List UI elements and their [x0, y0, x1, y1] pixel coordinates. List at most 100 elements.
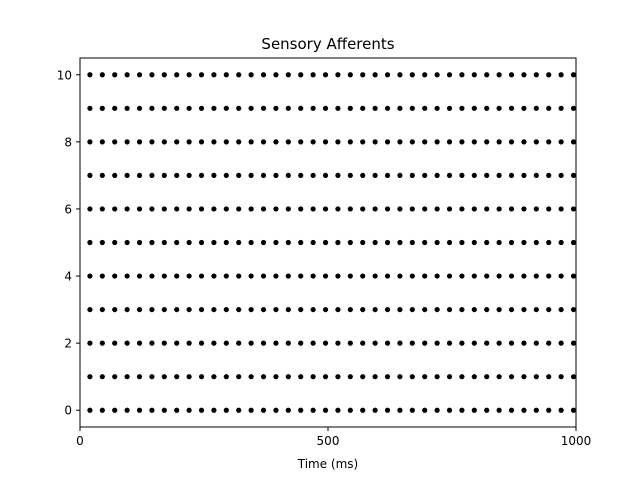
spike-marker [198, 206, 205, 212]
spike-marker [99, 139, 105, 145]
spike-marker [459, 273, 465, 279]
spike-marker [260, 273, 267, 279]
spike-marker [174, 72, 180, 78]
spike-marker [273, 273, 279, 279]
spike-marker [347, 340, 353, 346]
spike-marker [186, 340, 192, 346]
spike-marker [124, 172, 130, 179]
spike-marker [285, 306, 291, 313]
spike-marker [322, 72, 329, 78]
spike-marker [285, 374, 291, 380]
spike-marker [285, 72, 291, 78]
spike-marker [347, 172, 353, 179]
spike-marker [248, 374, 254, 380]
spike-marker [260, 172, 267, 179]
spike-marker [496, 72, 502, 78]
spike-marker [372, 105, 378, 111]
spike-marker [347, 139, 353, 145]
spike-marker [211, 340, 217, 346]
spike-marker [310, 105, 316, 111]
spike-marker [422, 72, 428, 78]
spike-marker [570, 105, 577, 111]
spike-marker [174, 206, 180, 212]
spike-marker [533, 306, 539, 313]
spike-marker [99, 306, 105, 313]
spike-marker [310, 239, 316, 246]
spike-marker [434, 239, 440, 246]
spike-marker [124, 105, 130, 111]
spike-marker [459, 139, 465, 145]
spike-marker [149, 239, 155, 246]
spike-marker [149, 72, 155, 78]
spike-marker [558, 407, 564, 413]
spike-marker [372, 139, 378, 145]
spike-marker [558, 306, 564, 313]
spike-marker [372, 306, 378, 313]
spike-marker [285, 105, 291, 111]
spike-marker [99, 206, 105, 212]
spike-marker [484, 72, 490, 78]
spike-marker [471, 340, 477, 346]
spike-marker [533, 172, 539, 179]
spike-marker [149, 374, 155, 380]
spike-marker [546, 172, 552, 179]
spike-marker [149, 206, 155, 212]
spike-marker [446, 374, 453, 380]
y-tick-label: 6 [64, 202, 72, 216]
spike-marker [459, 105, 465, 111]
spike-marker [223, 374, 229, 380]
spike-marker [186, 239, 192, 246]
spike-marker [434, 340, 440, 346]
spike-marker [236, 273, 242, 279]
spike-marker [285, 206, 291, 212]
spike-marker [397, 139, 403, 145]
spike-marker [558, 139, 564, 145]
spike-marker [211, 72, 217, 78]
spike-marker [347, 273, 353, 279]
spike-marker [99, 72, 105, 78]
spike-marker [409, 306, 415, 313]
spike-marker [124, 139, 130, 145]
spike-marker [198, 239, 205, 246]
spike-marker [174, 340, 180, 346]
spike-marker [273, 206, 279, 212]
spike-marker [87, 407, 93, 413]
spike-marker [87, 72, 93, 78]
spike-marker [248, 407, 254, 413]
spike-marker [112, 172, 118, 179]
spike-marker [397, 306, 403, 313]
spike-marker [508, 407, 515, 413]
spike-marker [174, 105, 180, 111]
spike-marker [136, 139, 143, 145]
spike-marker [273, 306, 279, 313]
spike-marker [558, 374, 564, 380]
spike-marker [372, 72, 378, 78]
spike-marker [422, 340, 428, 346]
spike-marker [446, 273, 453, 279]
spike-marker [161, 407, 167, 413]
spike-marker [508, 340, 515, 346]
spike-marker [508, 239, 515, 246]
spike-marker [409, 273, 415, 279]
spike-marker [223, 340, 229, 346]
spike-marker [459, 239, 465, 246]
spike-marker [570, 306, 577, 313]
spike-marker [409, 172, 415, 179]
spike-marker [496, 374, 502, 380]
spike-marker [484, 374, 490, 380]
spike-marker [409, 206, 415, 212]
spike-marker [174, 239, 180, 246]
spike-marker [260, 206, 267, 212]
spike-marker [422, 105, 428, 111]
spike-marker [223, 206, 229, 212]
spike-marker [161, 72, 167, 78]
spike-marker [273, 139, 279, 145]
spike-marker [558, 273, 564, 279]
spike-marker [384, 306, 391, 313]
spike-marker [397, 239, 403, 246]
spike-marker [546, 206, 552, 212]
spike-marker [298, 239, 304, 246]
spike-marker [484, 105, 490, 111]
spike-marker [335, 340, 341, 346]
